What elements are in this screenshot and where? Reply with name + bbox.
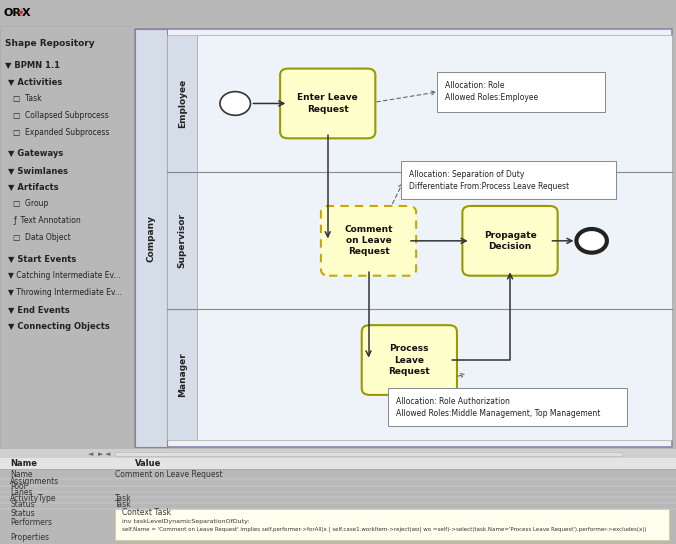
Text: OR: OR xyxy=(4,8,22,18)
Text: ▼ Connecting Objects: ▼ Connecting Objects xyxy=(8,322,110,331)
Text: ƒ  Text Annotation: ƒ Text Annotation xyxy=(14,217,81,225)
FancyBboxPatch shape xyxy=(167,172,197,310)
Text: Value: Value xyxy=(135,459,162,468)
FancyBboxPatch shape xyxy=(321,206,416,276)
Text: ▼ Gateways: ▼ Gateways xyxy=(8,149,63,158)
Text: ▼ Artifacts: ▼ Artifacts xyxy=(8,182,59,191)
Text: □  Data Object: □ Data Object xyxy=(14,233,71,242)
Text: ▼ Activities: ▼ Activities xyxy=(8,77,62,86)
Text: inv taskLevelDynamicSeparationOfDuty:: inv taskLevelDynamicSeparationOfDuty: xyxy=(122,518,249,524)
Text: Pool: Pool xyxy=(10,483,26,491)
Text: ActivityType: ActivityType xyxy=(10,494,57,503)
Text: ✶: ✶ xyxy=(16,8,24,18)
Text: Lanes: Lanes xyxy=(10,488,32,497)
Text: ◄: ◄ xyxy=(88,451,93,457)
Text: ▼ Throwing Intermediate Ev...: ▼ Throwing Intermediate Ev... xyxy=(8,288,122,297)
Text: Propagate
Decision: Propagate Decision xyxy=(483,231,536,251)
Text: ►: ► xyxy=(98,451,103,457)
Text: □  Expanded Subprocess: □ Expanded Subprocess xyxy=(14,127,110,137)
Circle shape xyxy=(220,91,250,115)
FancyBboxPatch shape xyxy=(387,388,627,426)
Text: Company: Company xyxy=(147,215,155,262)
Text: Comment on Leave Request: Comment on Leave Request xyxy=(115,470,222,479)
FancyBboxPatch shape xyxy=(0,458,676,469)
Text: self.Name = 'Comment on Leave Request' implies self.performer->forAll(x | self.c: self.Name = 'Comment on Leave Request' i… xyxy=(122,527,646,533)
Text: Task: Task xyxy=(115,499,132,509)
FancyBboxPatch shape xyxy=(197,172,672,310)
FancyBboxPatch shape xyxy=(280,69,375,138)
Text: Comment
on Leave
Request: Comment on Leave Request xyxy=(344,225,393,256)
FancyBboxPatch shape xyxy=(0,449,676,458)
Text: Enter Leave
Request: Enter Leave Request xyxy=(297,94,358,114)
Text: Allocation: Role
Allowed Roles:Employee: Allocation: Role Allowed Roles:Employee xyxy=(445,81,538,102)
Text: Context Task: Context Task xyxy=(122,508,170,517)
Text: Employee: Employee xyxy=(178,79,187,128)
Text: Properties: Properties xyxy=(10,533,49,542)
Text: Allocation: Role Authorization
Allowed Roles:Middle Management, Top Management: Allocation: Role Authorization Allowed R… xyxy=(395,397,600,418)
Text: Status: Status xyxy=(10,509,34,518)
FancyBboxPatch shape xyxy=(197,35,672,172)
Text: ▼ BPMN 1.1: ▼ BPMN 1.1 xyxy=(5,60,60,69)
Text: Manager: Manager xyxy=(178,353,187,397)
FancyBboxPatch shape xyxy=(115,509,669,540)
Text: X: X xyxy=(22,8,30,18)
Text: ▼ End Events: ▼ End Events xyxy=(8,305,70,314)
FancyBboxPatch shape xyxy=(362,325,457,395)
FancyBboxPatch shape xyxy=(135,29,167,447)
Text: □  Group: □ Group xyxy=(14,200,49,208)
FancyBboxPatch shape xyxy=(197,310,672,440)
Text: ▼ Start Events: ▼ Start Events xyxy=(8,255,76,263)
Text: □  Task: □ Task xyxy=(14,94,42,103)
Text: Task: Task xyxy=(115,494,132,503)
Text: Performers: Performers xyxy=(10,517,52,527)
FancyBboxPatch shape xyxy=(167,310,197,440)
FancyBboxPatch shape xyxy=(462,206,558,276)
Text: Supervisor: Supervisor xyxy=(178,213,187,268)
FancyBboxPatch shape xyxy=(115,452,622,456)
Text: Status: Status xyxy=(10,499,34,509)
FancyBboxPatch shape xyxy=(401,162,616,200)
Text: Name: Name xyxy=(10,459,37,468)
Text: Name: Name xyxy=(10,470,32,479)
FancyBboxPatch shape xyxy=(437,72,605,112)
Text: □  Collapsed Subprocess: □ Collapsed Subprocess xyxy=(14,110,109,120)
Text: ▼ Swimlanes: ▼ Swimlanes xyxy=(8,165,68,175)
Text: Assignments: Assignments xyxy=(10,477,59,486)
FancyBboxPatch shape xyxy=(135,29,672,447)
FancyBboxPatch shape xyxy=(167,35,197,172)
Text: ▼ Catching Intermediate Ev...: ▼ Catching Intermediate Ev... xyxy=(8,271,120,280)
Text: Allocation: Separation of Duty
Differentiate From:Process Leave Request: Allocation: Separation of Duty Different… xyxy=(410,170,569,191)
Text: Process
Leave
Request: Process Leave Request xyxy=(389,344,430,376)
Circle shape xyxy=(577,229,607,252)
Text: ◄: ◄ xyxy=(105,451,110,457)
Text: Shape Repository: Shape Repository xyxy=(5,39,95,48)
